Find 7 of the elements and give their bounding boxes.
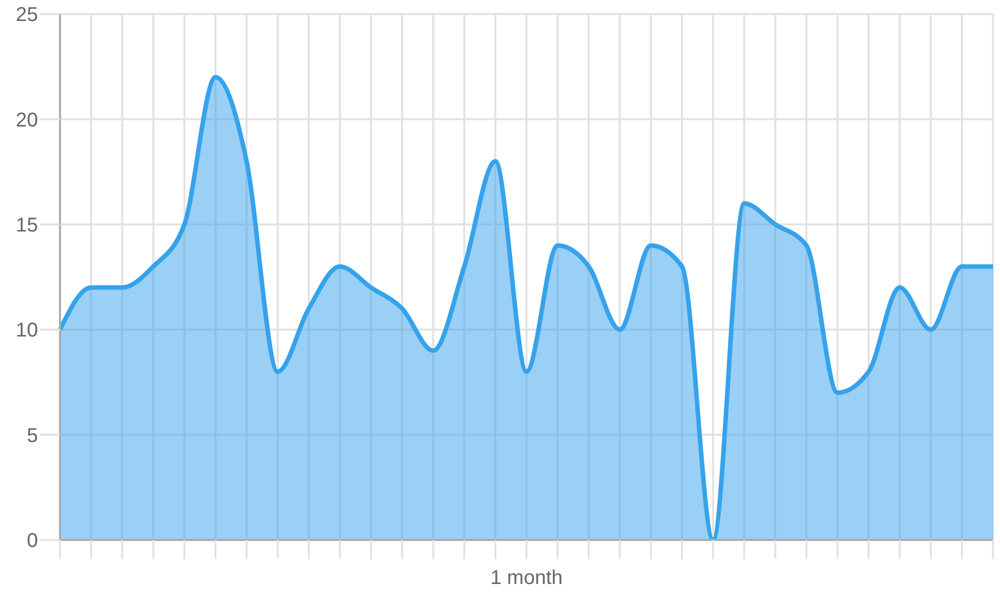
y-tick-label: 25 xyxy=(16,4,38,26)
y-tick-label: 20 xyxy=(16,109,38,132)
y-tick-label: 15 xyxy=(16,214,38,236)
y-tick-label: 10 xyxy=(16,320,38,342)
x-axis-title: 1 month xyxy=(490,567,563,589)
y-tick-label: 5 xyxy=(26,424,38,447)
y-tick-label: 0 xyxy=(26,530,38,552)
